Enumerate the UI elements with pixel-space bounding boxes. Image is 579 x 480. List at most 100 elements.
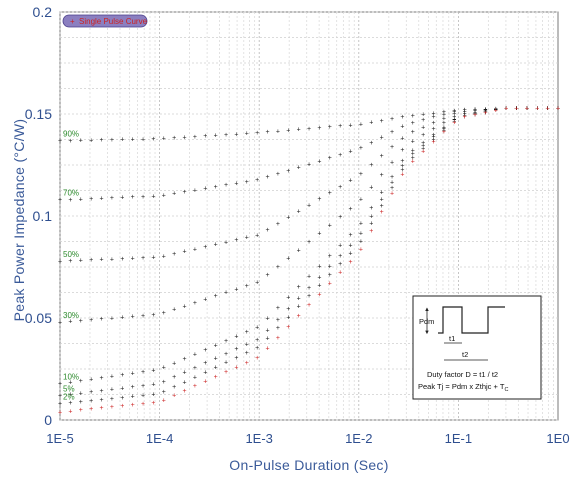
data-point: + [411, 148, 415, 155]
duty-cycle-inset: ▲ ▼ Pdm t1 t2 Duty factor D = t1 / t2 Pe… [412, 295, 542, 400]
data-point: + [369, 184, 373, 191]
data-point: + [307, 274, 311, 281]
data-point: + [421, 117, 425, 124]
data-point: + [172, 374, 176, 381]
data-point: + [141, 369, 145, 376]
data-point: + [338, 261, 342, 268]
data-point: + [276, 335, 280, 342]
data-point: + [203, 244, 207, 251]
duty-labels: 90% 70% 50% 30% 10% 5%2% [63, 130, 79, 402]
data-point: + [535, 105, 539, 112]
data-point: + [369, 228, 373, 235]
data-point: + [504, 105, 508, 112]
data-point: + [234, 333, 238, 340]
x-tick-label: 1E-5 [46, 431, 73, 446]
data-point: + [182, 388, 186, 395]
data-point: + [369, 214, 373, 221]
data-point: + [151, 193, 155, 200]
data-point: + [224, 132, 228, 139]
data-point: + [286, 324, 290, 331]
data-point: + [525, 105, 529, 112]
data-point: + [494, 106, 498, 113]
pdm-arrow-top: ▲ [424, 307, 430, 313]
data-point: + [380, 189, 384, 196]
data-point: + [68, 379, 72, 386]
data-point: + [421, 132, 425, 139]
data-point: + [307, 202, 311, 209]
data-point: + [162, 365, 166, 372]
data-point: + [245, 360, 249, 367]
data-point: + [131, 370, 135, 377]
data-point: + [390, 190, 394, 197]
data-point: + [131, 314, 135, 321]
data-point: + [234, 237, 238, 244]
data-point: + [162, 379, 166, 386]
data-point: + [234, 355, 238, 362]
data-point: + [307, 239, 311, 246]
data-point: + [297, 304, 301, 311]
data-point: + [89, 137, 93, 144]
data-point: + [525, 105, 529, 112]
pdm-arrow-bottom: ▼ [424, 330, 430, 336]
data-point: + [452, 117, 456, 124]
data-point: + [473, 111, 477, 118]
data-point: + [276, 264, 280, 271]
data-point: + [494, 108, 498, 115]
data-point: + [255, 130, 259, 137]
duty-label: 30% [63, 311, 79, 320]
data-point: + [89, 376, 93, 383]
data-point: + [297, 247, 301, 254]
data-point: + [276, 305, 280, 312]
data-point: + [452, 119, 456, 126]
data-point: + [514, 105, 518, 112]
x-tick-labels: 1E-5 1E-4 1E-3 1E-2 1E-1 1E0 [46, 431, 569, 446]
data-point: + [431, 132, 435, 139]
data-point: + [483, 107, 487, 114]
data-point: + [463, 112, 467, 119]
data-point: + [317, 291, 321, 298]
data-point: + [286, 256, 290, 263]
data-point: + [110, 195, 114, 202]
data-point: + [390, 185, 394, 192]
data-point: + [494, 107, 498, 114]
data-point: + [431, 120, 435, 127]
data-point: + [89, 196, 93, 203]
data-point: + [203, 360, 207, 367]
data-point: + [494, 108, 498, 115]
data-point: + [473, 107, 477, 114]
data-point: + [556, 105, 560, 112]
data-point: + [380, 197, 384, 204]
data-point: + [203, 369, 207, 376]
y-tick-label: 0.2 [33, 4, 53, 20]
data-point: + [141, 194, 145, 201]
data-point: + [58, 409, 62, 416]
data-point: + [297, 208, 301, 215]
data-point: + [255, 177, 259, 184]
data-point: + [99, 195, 103, 202]
data-point: + [328, 124, 332, 131]
data-point: + [265, 346, 269, 353]
data-point: + [120, 137, 124, 144]
data-point: + [556, 105, 560, 112]
data-point: + [141, 136, 145, 143]
y-tick-label: 0.15 [25, 106, 52, 122]
data-point: + [400, 158, 404, 165]
data-point: + [214, 342, 218, 349]
data-point: + [452, 117, 456, 124]
data-point: + [131, 402, 135, 409]
data-point: + [546, 105, 550, 112]
data-point: + [286, 306, 290, 313]
x-axis-title: On-Pulse Duration (Sec) [229, 457, 388, 473]
data-point: + [473, 112, 477, 119]
data-point: + [535, 105, 539, 112]
x-tick-label: 1E-1 [445, 431, 472, 446]
data-point: + [535, 105, 539, 112]
legend-box [62, 14, 148, 28]
data-point: + [483, 106, 487, 113]
data-point: + [338, 184, 342, 191]
x-tick-label: 1E-2 [345, 431, 372, 446]
data-point: + [89, 398, 93, 405]
data-point: + [307, 293, 311, 300]
data-point: + [182, 189, 186, 196]
data-point: + [131, 394, 135, 401]
